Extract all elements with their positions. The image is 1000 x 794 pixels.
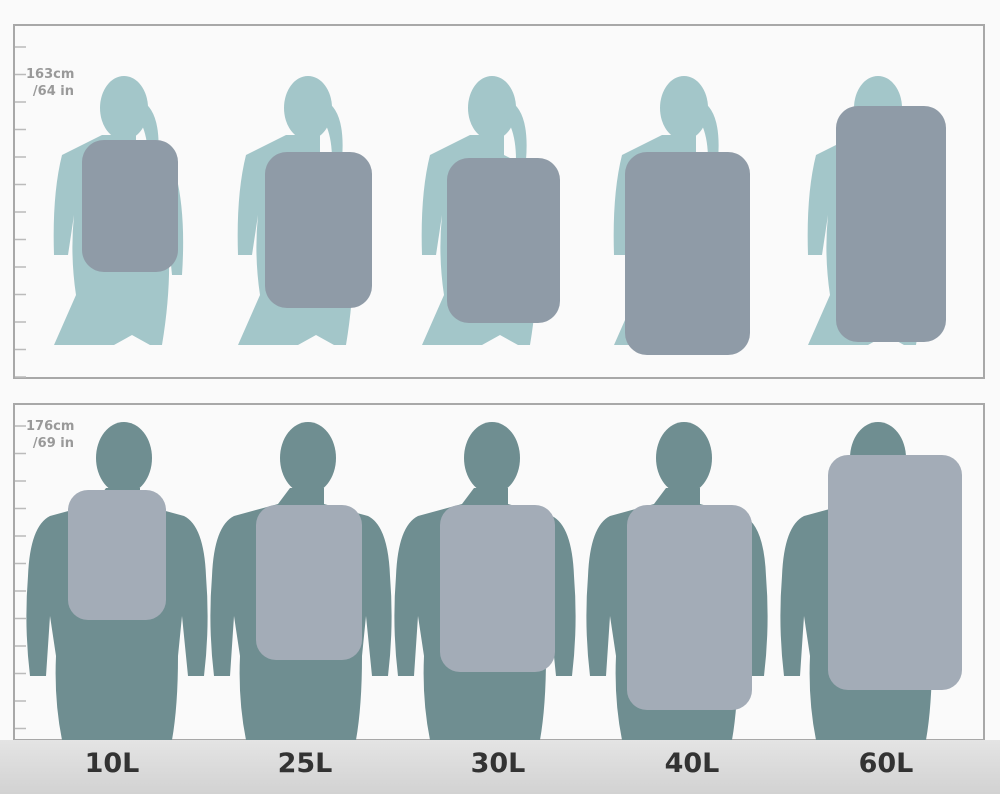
backpack-30L [447, 158, 560, 323]
backpack-60L [828, 455, 962, 690]
size-label-band [0, 740, 1000, 794]
backpack-25L [256, 505, 362, 660]
man-head [96, 422, 152, 494]
size-label-30l: 30L [470, 748, 526, 779]
backpack-40L [627, 505, 752, 710]
man-head [464, 422, 520, 494]
woman-ponytail [504, 100, 527, 160]
woman-head [660, 76, 708, 140]
woman-height-label: 163cm/64 in [26, 67, 75, 99]
size-label-25l: 25L [277, 748, 333, 779]
backpack-40L [625, 152, 750, 355]
man-head [656, 422, 712, 494]
woman-head [284, 76, 332, 140]
backpack-25L [265, 152, 372, 308]
woman-head [468, 76, 516, 140]
man-height-label: 176cm/69 in [26, 419, 75, 451]
woman-ponytail [320, 100, 343, 160]
backpack-30L [440, 505, 555, 672]
woman-ponytail [696, 100, 719, 160]
backpack-60L [836, 106, 946, 342]
size-label-60l: 60L [858, 748, 914, 779]
woman-head [100, 76, 148, 140]
size-label-10l: 10L [84, 748, 140, 779]
backpack-10L [82, 140, 178, 272]
size-label-40l: 40L [664, 748, 720, 779]
backpack-10L [68, 490, 166, 620]
man-head [280, 422, 336, 494]
